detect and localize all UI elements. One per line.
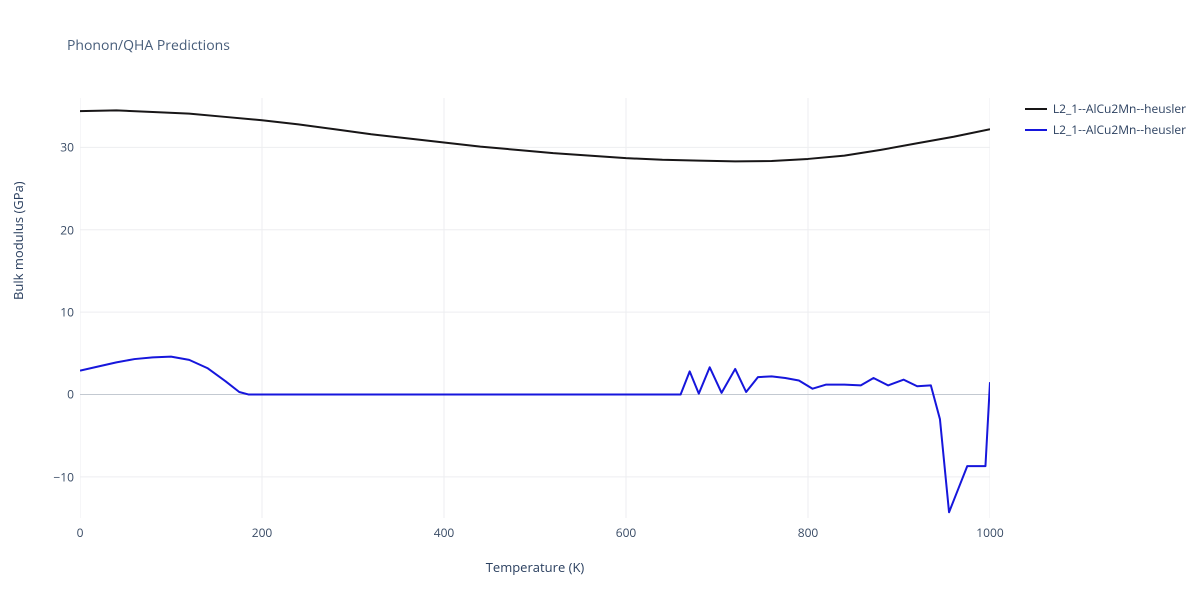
x-tick-label: 800: [798, 524, 819, 541]
legend-swatch: [1025, 108, 1047, 110]
y-tick-label: 0: [46, 386, 74, 403]
x-axis-label: Temperature (K): [80, 558, 990, 576]
y-tick-label: −10: [46, 468, 74, 485]
x-tick-label: 0: [77, 524, 84, 541]
legend-label: L2_1--AlCu2Mn--heusler: [1053, 100, 1186, 117]
x-tick-label: 200: [252, 524, 273, 541]
chart-plot-area[interactable]: [80, 98, 990, 518]
y-tick-label: 30: [46, 139, 74, 156]
series-line-0[interactable]: [80, 110, 990, 161]
x-tick-label: 600: [616, 524, 637, 541]
x-tick-label: 400: [434, 524, 455, 541]
series-line-1[interactable]: [80, 357, 990, 513]
legend-item-0[interactable]: L2_1--AlCu2Mn--heusler: [1025, 100, 1186, 117]
legend-label: L2_1--AlCu2Mn--heusler: [1053, 121, 1186, 138]
y-tick-label: 20: [46, 221, 74, 238]
x-tick-label: 1000: [976, 524, 1003, 541]
legend-swatch: [1025, 129, 1047, 131]
y-axis-label: Bulk modulus (GPa): [9, 181, 27, 300]
chart-title: Phonon/QHA Predictions: [67, 36, 230, 55]
legend[interactable]: L2_1--AlCu2Mn--heusler L2_1--AlCu2Mn--heu…: [1025, 100, 1186, 142]
y-tick-label: 10: [46, 304, 74, 321]
legend-item-1[interactable]: L2_1--AlCu2Mn--heusler: [1025, 121, 1186, 138]
